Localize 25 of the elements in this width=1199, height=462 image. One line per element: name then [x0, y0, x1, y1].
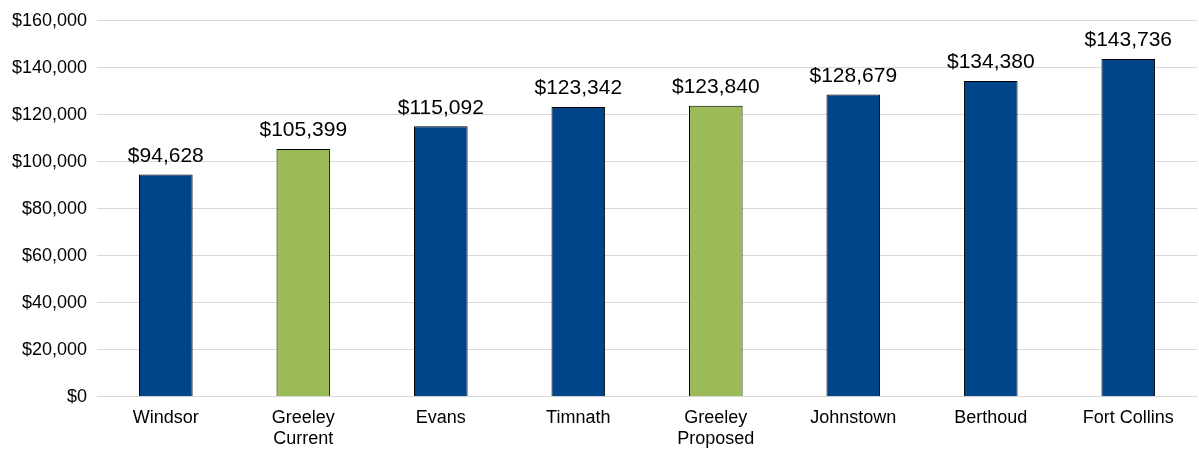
y-tick-label: $120,000 — [12, 103, 88, 124]
x-tick-label: Timnath — [546, 406, 611, 427]
data-label: $143,736 — [1084, 27, 1173, 51]
x-tick-label: Fort Collins — [1082, 406, 1174, 427]
data-label: $123,840 — [671, 74, 760, 98]
y-tick-label: $20,000 — [22, 338, 88, 359]
y-tick-label: $100,000 — [12, 150, 88, 171]
y-tick-label: $140,000 — [12, 56, 88, 77]
y-tick-label: $160,000 — [12, 9, 88, 30]
data-label: $94,628 — [127, 142, 204, 166]
data-label: $128,679 — [809, 62, 898, 86]
x-tick-label: Evans — [415, 406, 466, 427]
y-tick-label: $0 — [67, 385, 88, 406]
y-tick-label: $60,000 — [22, 244, 88, 265]
data-label: $115,092 — [397, 94, 484, 118]
x-tick-label: Greeley Proposed — [677, 406, 755, 449]
data-label: $123,342 — [534, 75, 623, 99]
x-tick-label: Berthoud — [954, 406, 1028, 427]
data-label: $105,399 — [259, 117, 348, 141]
x-tick-label: Johnstown — [810, 406, 897, 427]
x-tick-label: Greeley Current — [271, 406, 335, 449]
x-tick-label: Windsor — [132, 406, 199, 427]
y-tick-label: $80,000 — [22, 197, 88, 218]
data-label: $134,380 — [946, 49, 1035, 73]
y-tick-label: $40,000 — [22, 291, 88, 312]
